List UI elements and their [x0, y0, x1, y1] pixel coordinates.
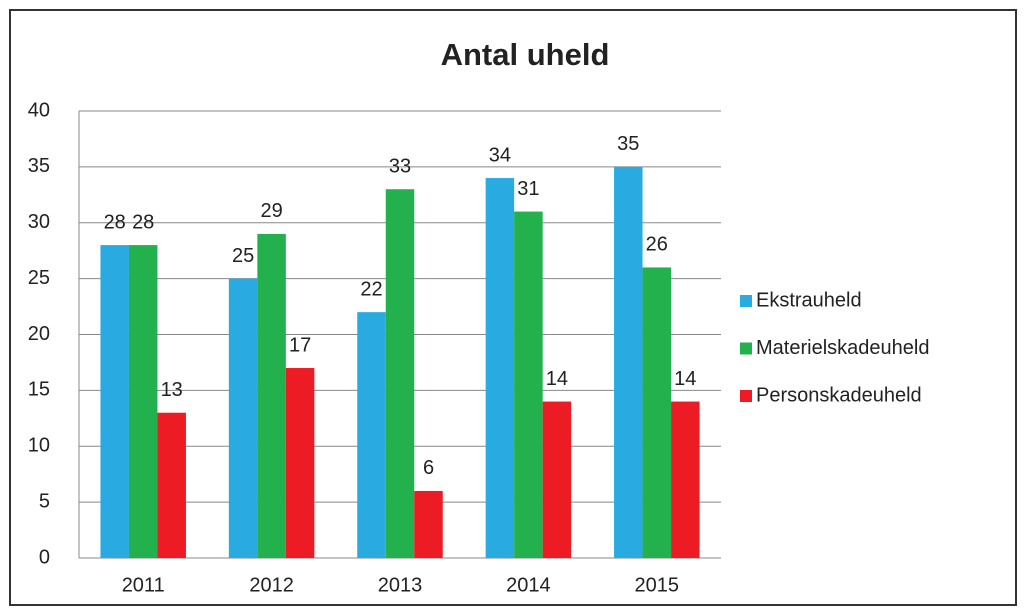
- data-label: 13: [161, 379, 183, 401]
- y-tick-label: 10: [28, 435, 50, 457]
- bar: [128, 245, 158, 558]
- bar: [100, 245, 129, 558]
- bar: [614, 166, 643, 558]
- bar: [642, 267, 672, 558]
- y-tick-label: 40: [28, 99, 50, 121]
- data-label: 14: [674, 368, 696, 390]
- legend-swatch: [740, 390, 752, 402]
- bar: [157, 412, 186, 558]
- bar: [542, 401, 572, 558]
- y-tick-label: 25: [28, 267, 50, 289]
- y-tick-label: 0: [39, 546, 50, 568]
- data-label: 26: [646, 234, 668, 256]
- bar: [671, 401, 700, 558]
- bar: [414, 490, 443, 558]
- y-tick-label: 30: [28, 211, 50, 233]
- bar: [257, 233, 286, 559]
- data-label: 22: [360, 278, 382, 300]
- x-tick-label: 2013: [378, 574, 423, 596]
- legend-label: Personskadeuheld: [756, 384, 922, 406]
- bar: [385, 189, 415, 558]
- bar: [514, 211, 543, 558]
- legend-label: Ekstrauheld: [756, 289, 862, 311]
- data-label: 33: [389, 156, 411, 178]
- y-tick-label: 15: [28, 379, 50, 401]
- data-label: 14: [546, 368, 568, 390]
- data-label: 25: [232, 245, 254, 267]
- y-tick-label: 35: [28, 155, 50, 177]
- data-label: 17: [289, 334, 311, 356]
- x-tick-label: 2015: [635, 574, 680, 596]
- data-label: 29: [260, 200, 282, 222]
- data-label: 35: [617, 133, 639, 155]
- y-tick-label: 5: [39, 490, 50, 512]
- data-label: 28: [132, 211, 154, 233]
- bar: [228, 278, 258, 558]
- data-label: 34: [489, 144, 511, 166]
- chart-title: Antal uheld: [441, 37, 610, 72]
- bar: [357, 312, 386, 558]
- data-label: 6: [423, 457, 434, 479]
- data-label: 28: [104, 211, 126, 233]
- x-tick-label: 2011: [122, 574, 165, 596]
- legend-swatch: [740, 342, 752, 355]
- y-tick-label: 20: [28, 323, 50, 345]
- legend-label: Materielskadeuheld: [756, 337, 929, 359]
- bar: [485, 178, 515, 559]
- bar: [285, 368, 315, 558]
- legend-swatch: [740, 295, 752, 307]
- data-label: 31: [517, 178, 539, 200]
- x-tick-label: 2012: [249, 574, 294, 596]
- x-tick-label: 2014: [506, 574, 551, 596]
